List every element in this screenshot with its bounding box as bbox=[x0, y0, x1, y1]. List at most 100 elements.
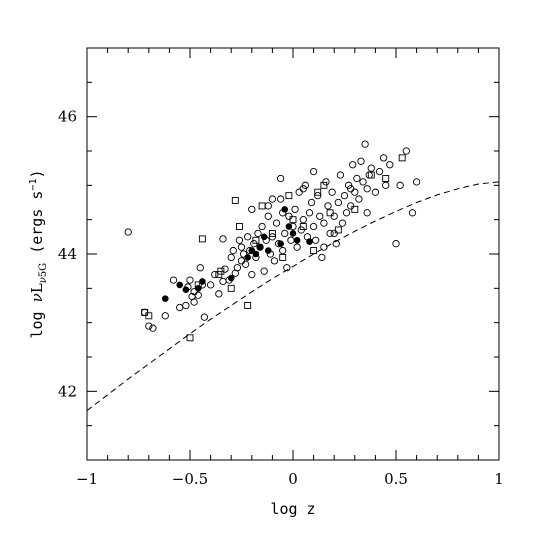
circle-point bbox=[260, 267, 268, 275]
circle-point bbox=[402, 147, 410, 155]
circle-point bbox=[336, 171, 345, 179]
square-point bbox=[299, 223, 307, 230]
filled-point bbox=[194, 285, 202, 292]
circle-point bbox=[221, 265, 229, 273]
square-point bbox=[289, 216, 297, 224]
filled-point bbox=[248, 247, 256, 254]
circle-point bbox=[382, 181, 390, 189]
square-point bbox=[258, 202, 266, 210]
y-label-log: log bbox=[28, 302, 46, 338]
filled-point bbox=[256, 243, 264, 251]
filled-point bbox=[182, 286, 190, 294]
circle-point bbox=[200, 313, 209, 321]
circle-point bbox=[169, 276, 178, 284]
circle-point bbox=[272, 219, 281, 227]
circle-point bbox=[307, 198, 316, 207]
circle-point bbox=[351, 188, 359, 196]
circle-point bbox=[196, 264, 204, 272]
circle-point bbox=[379, 154, 388, 162]
circle-point bbox=[215, 290, 223, 298]
circle-point bbox=[328, 188, 336, 196]
circle-point bbox=[338, 219, 347, 227]
y-label-L: L bbox=[28, 283, 46, 293]
circle-point bbox=[283, 264, 291, 272]
y-label-close: ) bbox=[28, 170, 46, 179]
circle-point bbox=[349, 161, 357, 169]
x-tick-label: 1 bbox=[494, 470, 504, 488]
circle-point bbox=[241, 260, 250, 268]
circle-point bbox=[227, 253, 235, 262]
square-point bbox=[320, 181, 328, 189]
circle-point bbox=[305, 209, 314, 217]
y-axis-label: log νLν5G (ergs s−1) bbox=[28, 170, 49, 339]
circle-point bbox=[353, 174, 361, 183]
square-point bbox=[198, 235, 206, 243]
circle-point bbox=[176, 303, 184, 312]
circle-point bbox=[332, 240, 340, 248]
square-point bbox=[382, 175, 390, 182]
filled-point bbox=[227, 274, 235, 282]
y-tick-label: 44 bbox=[58, 245, 77, 263]
square-point bbox=[268, 229, 276, 237]
circle-point bbox=[347, 185, 355, 193]
square-point bbox=[285, 192, 293, 200]
square-point bbox=[367, 171, 375, 179]
square-point bbox=[244, 302, 252, 309]
circle-point bbox=[233, 264, 242, 272]
circle-point bbox=[340, 191, 349, 200]
filled-point bbox=[260, 233, 268, 241]
circle-point bbox=[412, 178, 421, 186]
y-tick-labels: 42 44 46 bbox=[58, 108, 77, 401]
circle-point bbox=[365, 171, 373, 179]
circle-point bbox=[367, 164, 375, 172]
x-tick-labels: −1 −0.5 0 0.5 1 bbox=[76, 470, 504, 488]
circle-point bbox=[291, 205, 299, 214]
circle-point bbox=[295, 188, 303, 196]
dashed-curve bbox=[86, 181, 500, 411]
circle-point bbox=[264, 212, 272, 220]
square-point bbox=[279, 253, 287, 261]
y-label-sub-rest: 5G bbox=[38, 263, 49, 277]
circle-point bbox=[363, 209, 371, 217]
x-tick-label: 0 bbox=[288, 470, 298, 488]
circle-point bbox=[287, 236, 295, 244]
filled-point bbox=[293, 236, 301, 244]
circle-point bbox=[145, 322, 153, 330]
circle-point bbox=[316, 212, 324, 220]
circle-point bbox=[309, 167, 318, 176]
circle-point bbox=[235, 236, 244, 244]
circle-point bbox=[239, 250, 248, 258]
y-label-nu: ν bbox=[28, 293, 46, 302]
square-point bbox=[310, 247, 318, 255]
x-axis-label: log z bbox=[270, 500, 315, 518]
circle-point bbox=[124, 228, 132, 236]
circle-point bbox=[309, 222, 318, 231]
circle-point bbox=[237, 257, 246, 265]
circle-point bbox=[357, 157, 365, 165]
circle-point bbox=[320, 219, 328, 227]
circle-point bbox=[371, 188, 380, 196]
x-tick-label: −0.5 bbox=[172, 470, 208, 488]
circle-point bbox=[161, 312, 169, 320]
filled-point bbox=[281, 206, 289, 213]
circle-point bbox=[324, 202, 332, 210]
circle-point bbox=[270, 257, 279, 265]
square-point bbox=[145, 312, 153, 320]
circle-point bbox=[254, 229, 262, 238]
circle-point bbox=[392, 240, 400, 248]
y-tick-label: 46 bbox=[58, 108, 77, 126]
axis-ticks bbox=[86, 47, 500, 461]
square-point bbox=[186, 334, 194, 342]
square-point bbox=[217, 267, 225, 275]
square-point bbox=[252, 236, 260, 244]
square-point bbox=[235, 223, 243, 230]
circle-point bbox=[334, 198, 342, 207]
y-label-sup: −1 bbox=[28, 179, 39, 191]
filled-point bbox=[199, 278, 206, 285]
circle-point bbox=[276, 195, 285, 203]
square-point bbox=[334, 226, 342, 234]
circle-point bbox=[279, 246, 287, 255]
square-point bbox=[227, 284, 235, 292]
circle-point bbox=[237, 243, 246, 251]
circle-point bbox=[186, 276, 194, 284]
